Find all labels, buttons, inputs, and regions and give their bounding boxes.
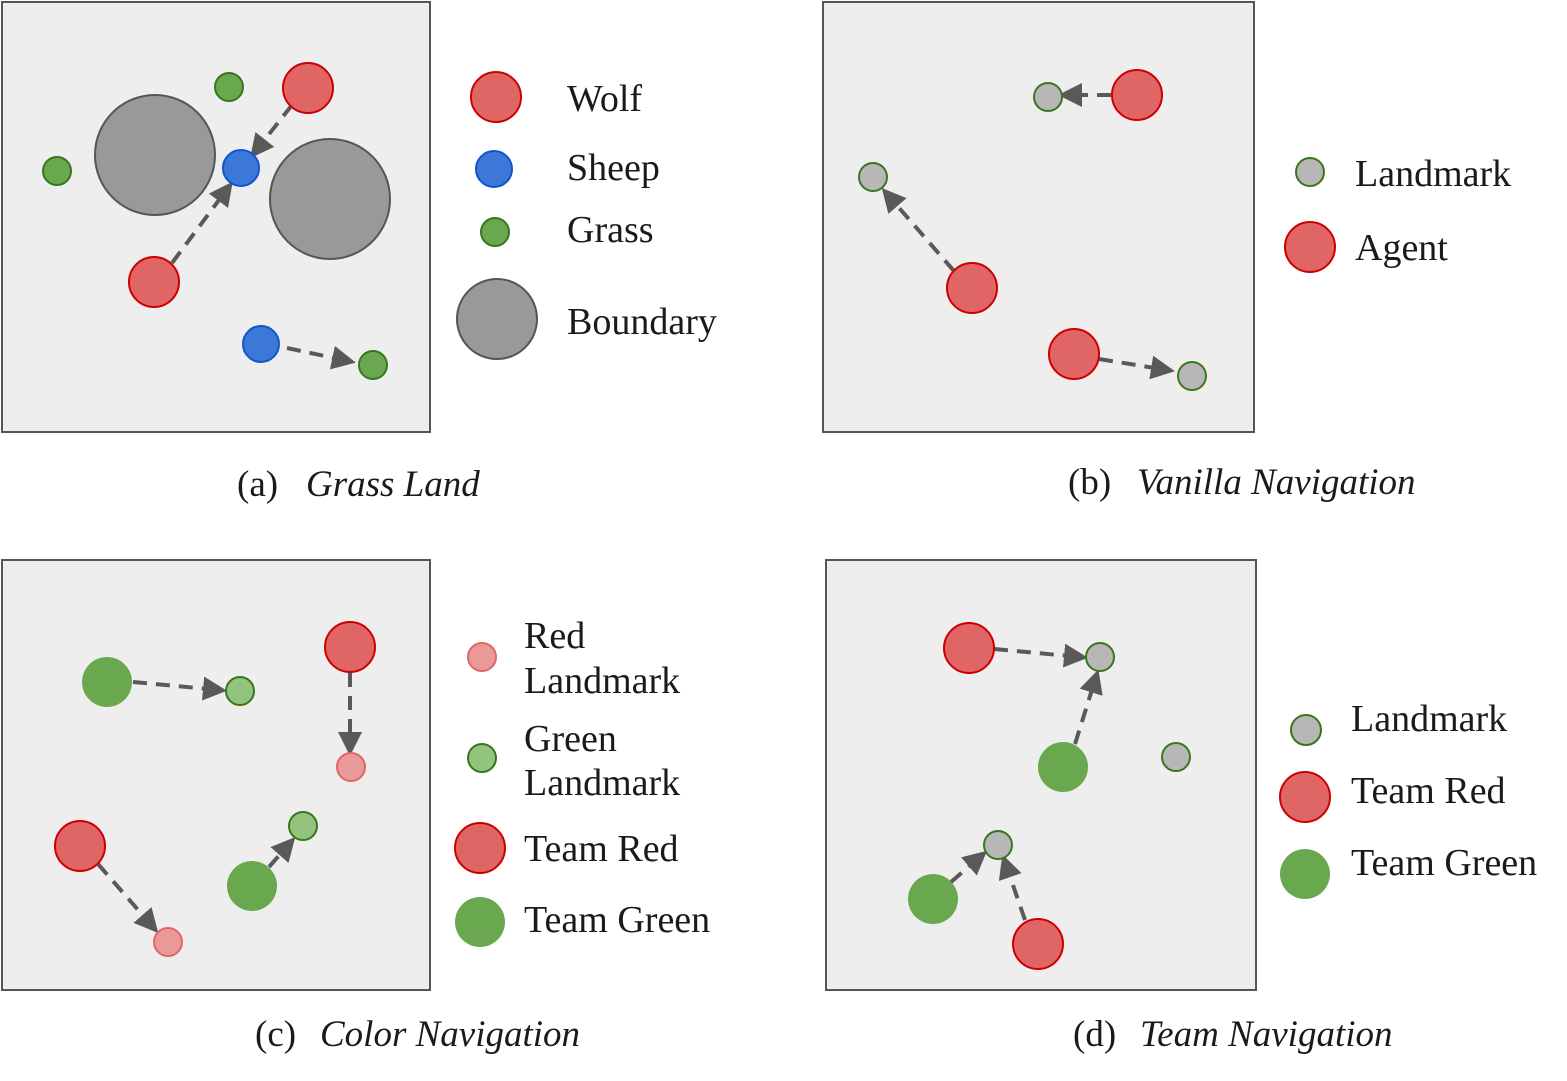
landmark-circle <box>1161 742 1191 772</box>
team-red-circle <box>1012 918 1064 970</box>
team-green-circle <box>227 861 277 911</box>
legend-label-line: Green <box>524 718 617 760</box>
legend-label-red-landmark: Red Landmark <box>524 615 680 702</box>
arrow <box>993 643 1088 668</box>
landmark-circle <box>983 830 1013 860</box>
legend-label-sheep: Sheep <box>567 147 660 189</box>
landmark-circle <box>1085 642 1115 672</box>
legend-label-green-landmark: Green Landmark <box>524 718 680 804</box>
legend-label-agent: Agent <box>1355 227 1448 269</box>
team-red-icon <box>454 822 506 874</box>
landmark-icon <box>1290 714 1322 746</box>
arrow <box>132 676 227 701</box>
caption-number: (a) <box>237 464 278 505</box>
agent-circle <box>1048 328 1100 380</box>
sheep-circle <box>222 149 260 187</box>
sheep-circle <box>242 325 280 363</box>
grass-circle <box>214 72 244 102</box>
panel-b-box <box>822 1 1255 433</box>
boundary-circle <box>94 94 216 216</box>
legend-label-line: Landmark <box>524 660 680 702</box>
legend-label-line: Red <box>524 615 585 657</box>
arrow <box>1098 355 1175 380</box>
agent-icon <box>1284 221 1336 273</box>
arrow <box>286 345 356 370</box>
wolf-circle <box>282 62 334 114</box>
team-green-circle <box>82 657 132 707</box>
arrow <box>881 187 956 273</box>
wolf-circle <box>128 256 180 308</box>
green-landmark-circle <box>288 811 318 841</box>
landmark-icon <box>1295 157 1325 187</box>
caption-number: (d) <box>1073 1014 1116 1055</box>
arrow <box>998 854 1027 921</box>
sheep-icon <box>475 150 513 188</box>
team-red-circle <box>54 820 106 872</box>
landmark-circle <box>1033 82 1063 112</box>
arrow <box>170 181 233 265</box>
panel-d: Landmark Team Red Team Green (d) Team Na… <box>825 559 1537 1055</box>
legend-label-team-red: Team Red <box>1351 770 1506 812</box>
legend-label-team-green: Team Green <box>524 899 710 941</box>
team-green-circle <box>908 874 958 924</box>
team-green-icon <box>455 897 505 947</box>
arrow <box>267 836 296 869</box>
panel-b: Landmark Agent (b) Vanilla Navigation <box>822 1 1511 503</box>
agent-circle <box>1111 69 1163 121</box>
green-landmark-icon <box>467 743 497 773</box>
landmark-circle <box>1177 361 1207 391</box>
legend-label-wolf: Wolf <box>567 78 642 120</box>
landmark-circle <box>858 162 888 192</box>
caption-title: Vanilla Navigation <box>1137 462 1416 503</box>
caption-title: Color Navigation <box>320 1014 580 1055</box>
boundary-icon <box>456 278 538 360</box>
legend-label-line: Landmark <box>524 762 680 804</box>
panel-a: Wolf Sheep Grass Boundary (a) Grass Land <box>1 1 717 505</box>
arrow <box>949 850 988 884</box>
grass-circle <box>42 156 72 186</box>
boundary-circle <box>269 138 391 260</box>
arrow <box>96 862 159 934</box>
arrow <box>1073 669 1103 745</box>
panel-c-box <box>1 559 431 991</box>
legend-label-team-red: Team Red <box>524 828 679 870</box>
red-landmark-icon <box>467 642 497 672</box>
legend-label-landmark: Landmark <box>1351 698 1507 740</box>
legend-label-grass: Grass <box>567 209 654 251</box>
team-red-icon <box>1279 771 1331 823</box>
team-red-circle <box>943 622 995 674</box>
arrow <box>250 103 294 159</box>
caption-number: (b) <box>1068 462 1111 503</box>
team-green-circle <box>1038 742 1088 792</box>
legend-label-landmark: Landmark <box>1355 153 1511 195</box>
grass-circle <box>358 350 388 380</box>
wolf-icon <box>470 71 522 123</box>
caption-title: Team Navigation <box>1140 1014 1393 1055</box>
agent-circle <box>946 262 998 314</box>
panel-c: Red Landmark Green Landmark Team Red Tea… <box>1 559 710 1055</box>
team-green-icon <box>1280 849 1330 899</box>
red-landmark-circle <box>153 927 183 957</box>
team-red-circle <box>324 621 376 673</box>
green-landmark-circle <box>225 676 255 706</box>
legend-label-boundary: Boundary <box>567 301 717 343</box>
caption-title: Grass Land <box>306 464 480 505</box>
legend-label-team-green: Team Green <box>1351 842 1537 884</box>
caption-number: (c) <box>255 1014 296 1055</box>
grass-icon <box>480 217 510 247</box>
red-landmark-circle <box>336 752 366 782</box>
